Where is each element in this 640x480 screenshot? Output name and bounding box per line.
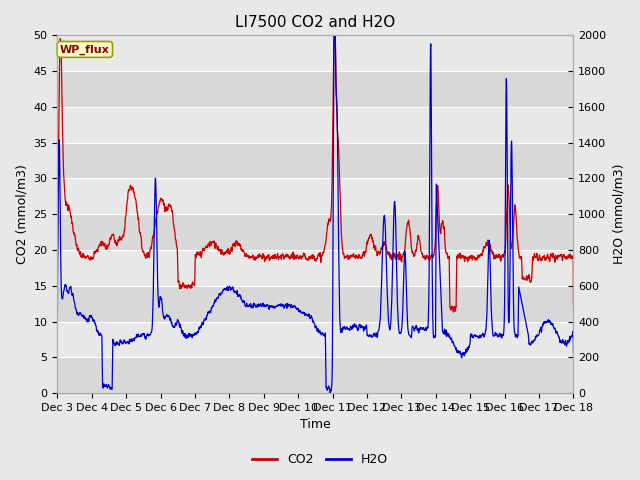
Bar [58,36,573,71]
Bar [58,71,573,107]
Bar [58,322,573,357]
Bar [58,357,573,393]
Bar [58,107,573,143]
Y-axis label: H2O (mmol/m3): H2O (mmol/m3) [612,164,625,264]
Bar [58,214,573,250]
X-axis label: Time: Time [300,419,331,432]
Title: LI7500 CO2 and H2O: LI7500 CO2 and H2O [236,15,396,30]
Bar [58,179,573,214]
Y-axis label: CO2 (mmol/m3): CO2 (mmol/m3) [15,164,28,264]
Legend: CO2, H2O: CO2, H2O [247,448,393,471]
Text: WP_flux: WP_flux [60,44,109,55]
Bar [58,286,573,322]
Bar [58,250,573,286]
Bar [58,143,573,179]
